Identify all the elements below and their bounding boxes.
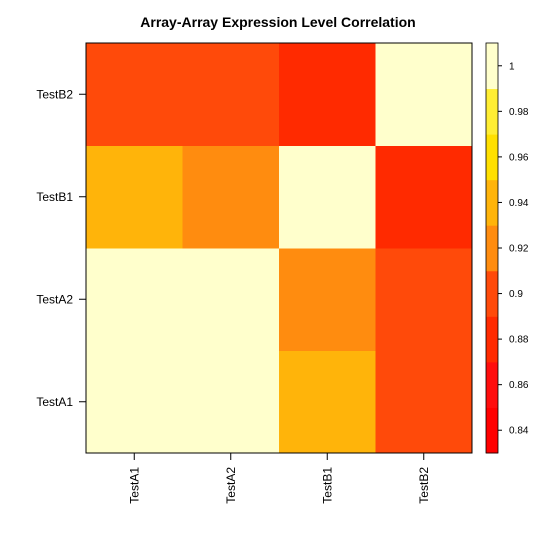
heatmap-cell-TestB1-TestB1 (279, 145, 376, 249)
colorbar-bin (486, 361, 498, 408)
heatmap-cell-TestA2-TestB2 (375, 248, 473, 351)
colorbar-tick-label: 0.84 (509, 426, 529, 437)
y-axis: TestA1 TestA2 TestB1 TestB2 (36, 87, 86, 409)
heatmap-cells (86, 43, 473, 454)
colorbar-tick-label: 0.86 (509, 380, 529, 391)
colorbar-bin (486, 225, 498, 272)
heatmap-cell-TestB2-TestA2 (182, 43, 280, 146)
heatmap-cell-TestB1-TestB2 (375, 145, 473, 249)
heatmap-cell-TestA1-TestB1 (279, 350, 376, 454)
heatmap-cell-TestB1-TestA1 (86, 145, 183, 249)
colorbar: 0.84 0.86 0.88 0.9 0.92 0.94 0.96 0.98 1 (485, 42, 529, 454)
x-tick-label: TestA1 (127, 467, 141, 504)
colorbar-tick-label: 0.92 (509, 244, 529, 255)
heatmap-cell-TestB1-TestA2 (182, 145, 280, 249)
heatmap-cell-TestA1-TestB2 (375, 350, 473, 454)
plot-frame (85, 42, 473, 454)
y-tick-label: TestB1 (36, 190, 73, 204)
heatmap-cell-TestB2-TestA1 (86, 43, 183, 146)
colorbar-tick-label: 0.88 (509, 335, 529, 346)
y-tick-label: TestA2 (36, 292, 73, 306)
colorbar-bin (486, 43, 498, 90)
x-tick-label: TestA2 (224, 467, 238, 504)
colorbar-bin (486, 179, 498, 226)
heatmap-cell-TestA1-TestA1 (86, 350, 183, 454)
heatmap-cell-TestB2-TestB2 (375, 43, 473, 146)
y-tick-label: TestA1 (36, 395, 73, 409)
colorbar-bin (486, 316, 498, 363)
colorbar-tick-label: 1 (509, 61, 515, 72)
colorbar-bin (486, 270, 498, 317)
colorbar-bin (486, 407, 498, 454)
chart-title: Array-Array Expression Level Correlation (140, 14, 415, 30)
y-tick-label: TestB2 (36, 87, 73, 101)
colorbar-bin (486, 88, 498, 135)
heatmap-cell-TestB2-TestB1 (279, 43, 376, 146)
x-tick-label: TestB1 (320, 467, 334, 504)
colorbar-tick-label: 0.98 (509, 107, 529, 118)
heatmap-cell-TestA2-TestA2 (182, 248, 280, 351)
x-axis: TestA1 TestA2 TestB1 TestB2 (127, 453, 431, 504)
colorbar-tick-label: 0.94 (509, 198, 529, 209)
heatmap-cell-TestA2-TestA1 (86, 248, 183, 351)
heatmap-cell-TestA1-TestA2 (182, 350, 280, 454)
x-tick-label: TestB2 (417, 467, 431, 504)
heatmap-cell-TestA2-TestB1 (279, 248, 376, 351)
colorbar-bin (486, 134, 498, 181)
colorbar-tick-label: 0.96 (509, 152, 529, 163)
colorbar-tick-label: 0.9 (509, 289, 523, 300)
